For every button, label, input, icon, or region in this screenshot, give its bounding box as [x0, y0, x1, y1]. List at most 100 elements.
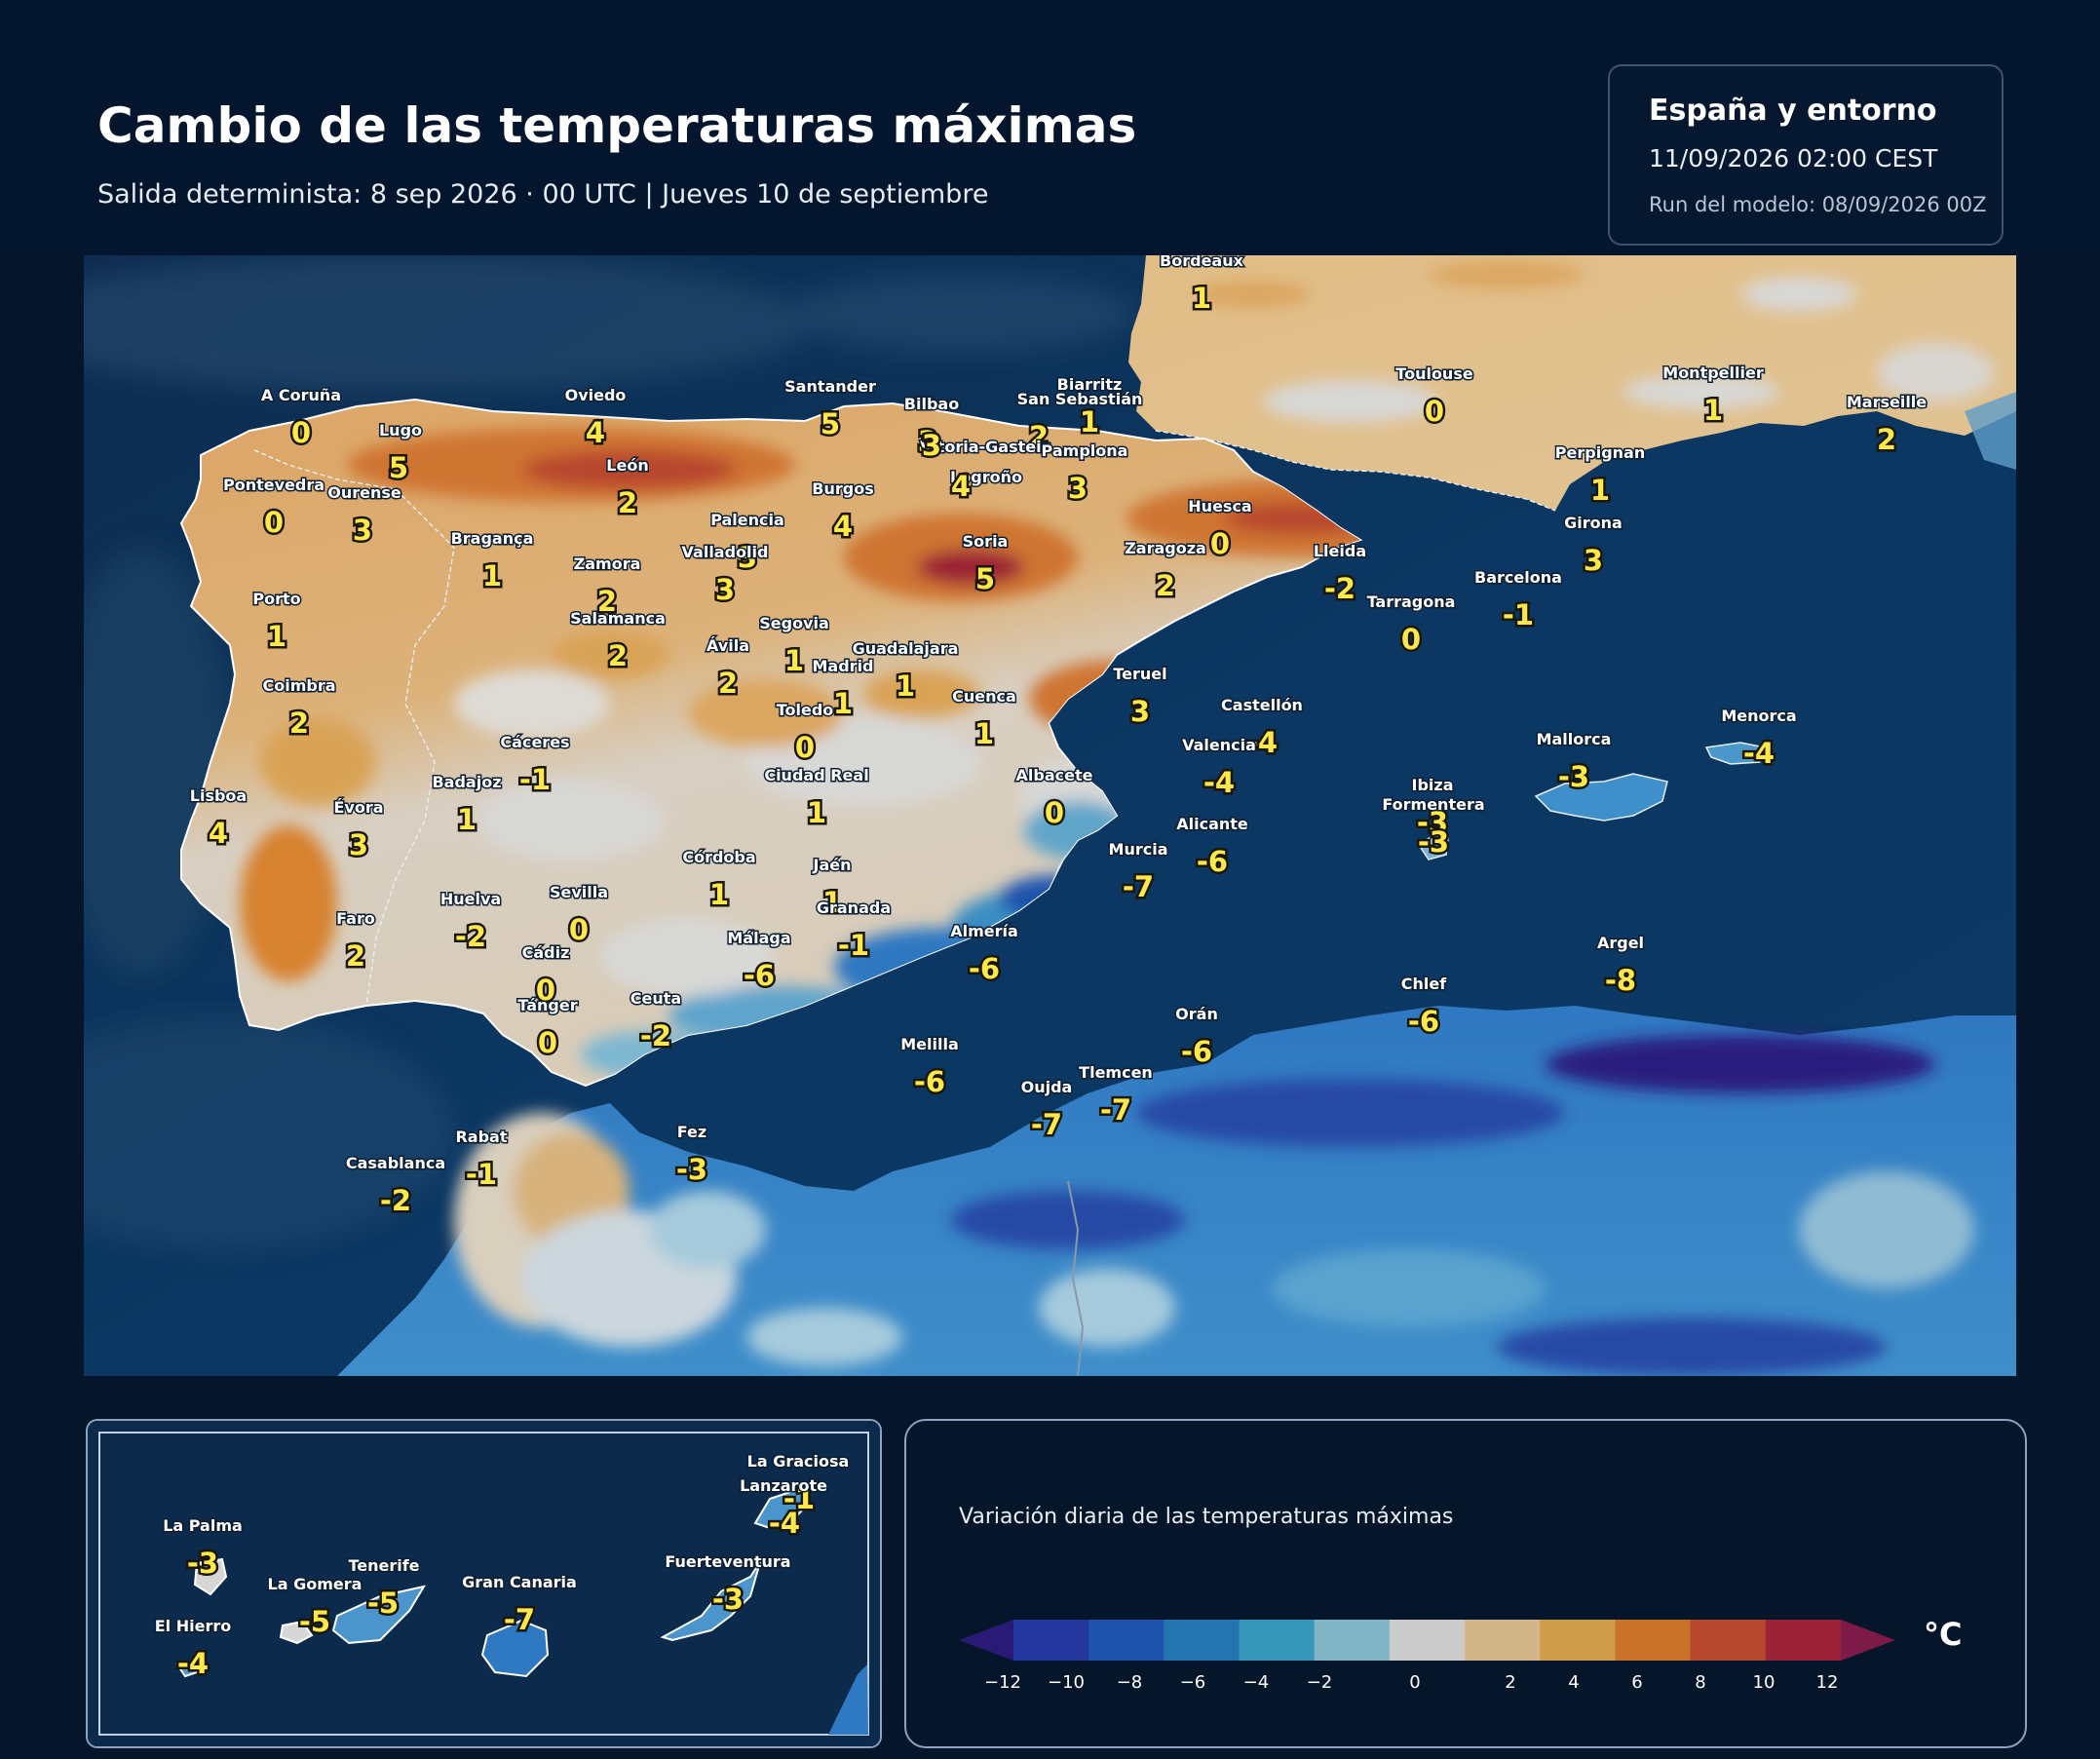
station-melilla[interactable]: Melilla -6: [899, 1034, 961, 1101]
station-mallorca[interactable]: Mallorca -3: [1535, 729, 1613, 796]
station-teruel[interactable]: Teruel 3: [1112, 664, 1168, 731]
station-alicante[interactable]: Alicante -6: [1175, 814, 1250, 881]
station-malaga[interactable]: Málaga -6: [726, 928, 792, 995]
station-a-coruna[interactable]: A Coruña 0: [259, 385, 342, 452]
station-santander[interactable]: Santander 5: [783, 376, 878, 443]
station-value: 1: [784, 644, 804, 677]
station-name: La Palma: [163, 1516, 243, 1535]
station-name: Rabat: [455, 1128, 507, 1146]
station-oujda[interactable]: Oujda -7: [1019, 1077, 1074, 1144]
station-huesca[interactable]: Huesca 0: [1187, 496, 1253, 563]
station-name: Oujda: [1021, 1078, 1073, 1096]
station-zamora[interactable]: Zamora 2: [572, 554, 642, 621]
station-lanzarote[interactable]: Lanzarote -4: [739, 1475, 829, 1543]
station-coimbra[interactable]: Coimbra 2: [261, 675, 337, 743]
station-value: -7: [504, 1603, 535, 1636]
station-menorca[interactable]: Menorca -4: [1720, 706, 1798, 773]
station-gran-canaria[interactable]: Gran Canaria -7: [461, 1572, 579, 1639]
station-albacete[interactable]: Albacete 0: [1014, 765, 1094, 832]
station-value: 0: [536, 974, 555, 1007]
station-valencia[interactable]: Valencia -4: [1181, 735, 1258, 802]
station-cordoba[interactable]: Córdoba 1: [681, 847, 757, 914]
station-ibiza[interactable]: Ibiza -3: [1410, 775, 1455, 842]
station-la-palma[interactable]: La Palma -3: [162, 1515, 245, 1583]
station-rabat[interactable]: Rabat -1: [454, 1127, 509, 1194]
station-ourense[interactable]: Ourense 3: [326, 482, 403, 550]
station-perpignan[interactable]: Perpignan 1: [1553, 442, 1646, 510]
station-fez[interactable]: Fez -3: [673, 1122, 709, 1189]
station-fuerteventura[interactable]: Fuerteventura -3: [664, 1551, 792, 1619]
station-name: León: [606, 456, 648, 475]
station-salamanca[interactable]: Salamanca 2: [569, 608, 668, 675]
colorbar-arrow-low: [959, 1620, 1013, 1661]
station-soria[interactable]: Soria 5: [961, 531, 1010, 598]
station-la-gomera[interactable]: La Gomera -5: [266, 1574, 363, 1641]
station-lisboa[interactable]: Lisboa 4: [188, 785, 248, 853]
station-tlemcen[interactable]: Tlemcen -7: [1078, 1062, 1155, 1129]
station-granada[interactable]: Granada -1: [815, 898, 892, 965]
station-segovia[interactable]: Segovia 1: [758, 613, 831, 680]
station-name: La Graciosa: [747, 1452, 850, 1471]
station-pontevedra[interactable]: Pontevedra 0: [221, 475, 325, 542]
station-bilbao[interactable]: Bilbao 3: [902, 394, 960, 461]
station-el-hierro[interactable]: El Hierro -4: [153, 1616, 232, 1683]
station-tenerife[interactable]: Tenerife -5: [347, 1555, 421, 1623]
station-zaragoza[interactable]: Zaragoza 2: [1124, 538, 1208, 605]
station-barcelona[interactable]: Barcelona -1: [1473, 567, 1564, 634]
station-evora[interactable]: Évora 3: [332, 797, 385, 864]
station-ceuta[interactable]: Ceuta -2: [629, 988, 682, 1055]
station-tarragona[interactable]: Tarragona 0: [1365, 592, 1457, 659]
station-la-graciosa[interactable]: La Graciosa -1: [745, 1451, 851, 1518]
station-caceres[interactable]: Cáceres -1: [499, 732, 571, 799]
station-montpellier[interactable]: Montpellier 1: [1661, 363, 1766, 430]
station-name: Lugo: [379, 421, 422, 440]
station-tanger[interactable]: Tánger 0: [516, 995, 579, 1062]
station-braganca[interactable]: Bragança 1: [449, 528, 535, 595]
station-madrid[interactable]: Madrid 1: [811, 656, 875, 723]
station-name: Lleida: [1314, 542, 1366, 560]
station-formentera[interactable]: Formentera-3: [1381, 794, 1486, 861]
station-casablanca[interactable]: Casablanca -2: [344, 1153, 446, 1220]
station-toledo[interactable]: Toledo 0: [775, 700, 835, 767]
station-ciudad-real[interactable]: Ciudad Real 1: [763, 765, 870, 832]
station-faro[interactable]: Faro 2: [335, 908, 377, 975]
station-chlef[interactable]: Chlef -6: [1399, 974, 1448, 1041]
land-menorca: [1704, 742, 1766, 765]
station-oran[interactable]: Orán -6: [1174, 1004, 1220, 1071]
station-san-sebastian[interactable]: San Sebastián 2: [1015, 389, 1144, 456]
station-pamplona[interactable]: Pamplona 3: [1040, 440, 1129, 508]
station-badajoz[interactable]: Badajoz 1: [431, 772, 503, 839]
station-girona[interactable]: Girona 3: [1563, 513, 1624, 580]
colorbar-tick-label: 4: [1568, 1672, 1579, 1693]
station-marseille[interactable]: Marseille 2: [1845, 392, 1928, 459]
station-guadalajara[interactable]: Guadalajara 1: [851, 638, 960, 706]
station-castellon[interactable]: Castellón -4: [1220, 695, 1305, 762]
station-bordeaux[interactable]: Bordeaux 1: [1159, 255, 1246, 318]
main-map[interactable]: Bordeaux 1 A Coruña 0 Oviedo 4 Santander 5 Bilba…: [84, 255, 2016, 1376]
station-almeria[interactable]: Almería -6: [949, 921, 1020, 988]
station-value: -2: [380, 1184, 411, 1217]
station-huelva[interactable]: Huelva -2: [439, 889, 502, 956]
station-jaen[interactable]: Jaén 1: [811, 855, 853, 922]
station-cuenca[interactable]: Cuenca 1: [951, 686, 1018, 753]
station-palencia[interactable]: Palencia 3: [709, 510, 786, 577]
station-oviedo[interactable]: Oviedo 4: [563, 385, 628, 452]
station-name: Cuenca: [952, 687, 1016, 706]
station-murcia[interactable]: Murcia -7: [1107, 839, 1169, 906]
station-lleida[interactable]: Lleida -2: [1312, 541, 1367, 608]
station-argel[interactable]: Argel -8: [1595, 933, 1645, 1000]
station-toulouse[interactable]: Toulouse 0: [1394, 363, 1475, 431]
station-burgos[interactable]: Burgos 4: [811, 478, 875, 546]
station-leon[interactable]: León 2: [605, 455, 650, 522]
station-avila[interactable]: Ávila 2: [705, 635, 750, 703]
station-lugo[interactable]: Lugo 5: [377, 420, 423, 487]
station-cadiz[interactable]: Cádiz 0: [520, 942, 571, 1010]
station-biarritz[interactable]: Biarritz 1: [1055, 374, 1124, 441]
station-porto[interactable]: Porto 1: [251, 589, 302, 656]
canarias-inset[interactable]: La Graciosa -1 Lanzarote -4 La Palma -3 Teneri…: [86, 1419, 882, 1748]
station-sevilla[interactable]: Sevilla 0: [548, 882, 609, 949]
station-name: Pamplona: [1042, 441, 1128, 460]
